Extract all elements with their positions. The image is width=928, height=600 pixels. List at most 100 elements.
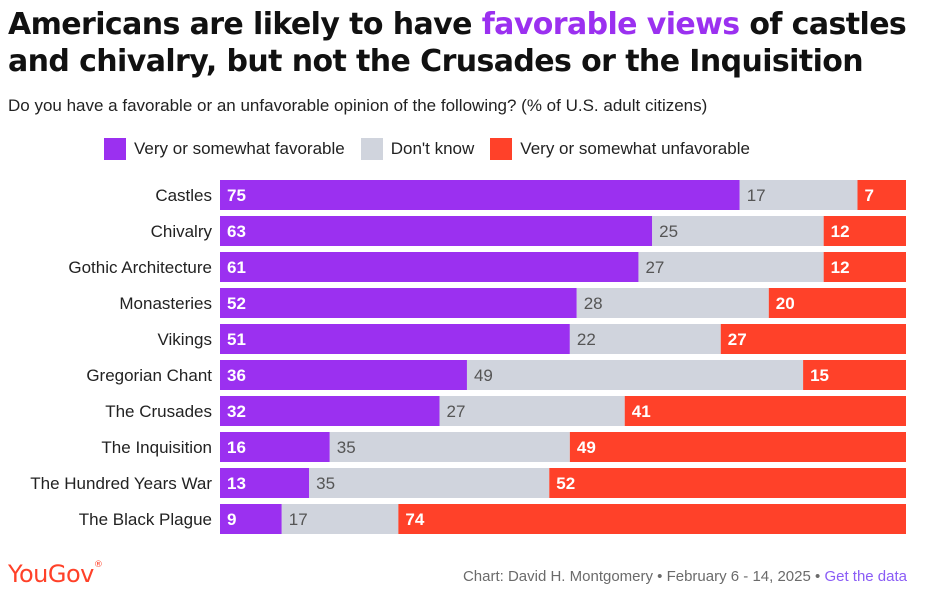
chart-title: Americans are likely to have favorable v… [8, 6, 920, 80]
legend-swatch-favorable [104, 138, 126, 160]
chart-subtitle: Do you have a favorable or an unfavorabl… [8, 96, 708, 115]
category-label: The Crusades [105, 402, 212, 421]
bar-segment-favorable [220, 324, 570, 354]
title-highlight: favorable views [481, 7, 740, 42]
data-label-unfavorable: 12 [831, 258, 850, 277]
bar-row: Chivalry 63 25 12 [151, 216, 906, 246]
bar-segment-unfavorable [549, 468, 906, 498]
bar-row: Gregorian Chant 36 49 15 [86, 360, 906, 390]
bar-segment-dontknow [309, 468, 550, 498]
category-label: Gothic Architecture [68, 258, 212, 277]
bar-segment-unfavorable [768, 288, 906, 318]
data-label-dontknow: 27 [645, 258, 664, 277]
bar-segment-favorable [220, 396, 440, 426]
bar-row: Vikings 51 22 27 [158, 324, 906, 354]
bar-segment-unfavorable [823, 252, 906, 282]
data-label-favorable: 13 [227, 474, 246, 493]
data-label-unfavorable: 15 [810, 366, 829, 385]
bar-segment-favorable [220, 468, 310, 498]
legend-item-favorable: Very or somewhat favorable [104, 138, 345, 160]
title-part-2: of castles and chivalry, but not the Cru… [8, 7, 907, 79]
bar-segment-dontknow [329, 432, 570, 462]
footer-credit: Chart: David H. Montgomery • February 6 … [462, 568, 825, 585]
data-label-favorable: 9 [227, 510, 236, 529]
data-label-unfavorable: 27 [728, 330, 747, 349]
data-label-unfavorable: 41 [632, 402, 651, 421]
bar-segment-dontknow [576, 288, 769, 318]
bar-segment-favorable [220, 288, 577, 318]
legend-label-dontknow: Don't know [390, 139, 475, 158]
category-label: The Hundred Years War [30, 474, 212, 493]
legend-item-dontknow: Don't know [360, 138, 475, 160]
bar-segment-unfavorable [624, 396, 906, 426]
data-label-favorable: 16 [227, 438, 246, 457]
data-label-favorable: 75 [227, 186, 246, 205]
data-label-favorable: 63 [227, 222, 246, 241]
stacked-bar-chart: Castles 75 17 7 Chivalry 63 25 12 Gothic Archite… [30, 180, 906, 534]
bar-segment-favorable [220, 252, 639, 282]
data-label-favorable: 36 [227, 366, 246, 385]
bar-segment-unfavorable [823, 216, 906, 246]
bar-row: The Black Plague 9 17 74 [79, 504, 906, 534]
data-label-favorable: 52 [227, 294, 246, 313]
bar-segment-dontknow [569, 324, 721, 354]
legend-swatch-dontknow [360, 138, 383, 160]
data-label-favorable: 32 [227, 402, 246, 421]
data-label-dontknow: 22 [577, 330, 596, 349]
bar-segment-dontknow [281, 504, 399, 534]
category-label: Castles [155, 186, 212, 205]
bar-segment-unfavorable [569, 432, 906, 462]
bar-row: Castles 75 17 7 [155, 180, 906, 210]
bar-segment-favorable [220, 432, 330, 462]
bar-segment-unfavorable [803, 360, 906, 390]
data-label-unfavorable: 12 [831, 222, 850, 241]
data-label-unfavorable: 7 [864, 186, 873, 205]
data-label-unfavorable: 49 [577, 438, 596, 457]
yougov-logo: YouGov® [8, 560, 103, 588]
bar-segment-dontknow [466, 360, 804, 390]
data-label-dontknow: 49 [474, 366, 493, 385]
bar-segment-favorable [220, 360, 467, 390]
bar-segment-unfavorable [720, 324, 906, 354]
bar-segment-favorable [220, 216, 653, 246]
data-label-dontknow: 35 [337, 438, 356, 457]
legend-label-favorable: Very or somewhat favorable [134, 139, 345, 158]
category-label: The Inquisition [101, 438, 212, 457]
legend-item-unfavorable: Very or somewhat unfavorable [490, 138, 750, 160]
data-label-dontknow: 17 [747, 186, 766, 205]
bar-segment-dontknow [439, 396, 625, 426]
category-label: Monasteries [119, 294, 212, 313]
legend-label-unfavorable: Very or somewhat unfavorable [520, 139, 750, 158]
bar-row: The Hundred Years War 13 35 52 [30, 468, 906, 498]
legend-swatch-unfavorable [490, 138, 513, 160]
bar-row: The Crusades 32 27 41 [105, 396, 906, 426]
data-label-unfavorable: 74 [405, 510, 424, 529]
title-part-1: Americans are likely to have [8, 7, 482, 42]
bar-segment-dontknow [652, 216, 824, 246]
data-label-unfavorable: 20 [776, 294, 795, 313]
bar-segment-unfavorable [398, 504, 906, 534]
data-label-dontknow: 25 [659, 222, 678, 241]
bar-row: The Inquisition 16 35 49 [101, 432, 906, 462]
chart-footer: Chart: David H. Montgomery • February 6 … [463, 568, 907, 585]
get-the-data-link[interactable]: Get the data [824, 568, 907, 585]
data-label-favorable: 51 [227, 330, 246, 349]
category-label: Chivalry [151, 222, 213, 241]
bar-segment-unfavorable [857, 180, 906, 210]
bar-row: Gothic Architecture 61 27 12 [68, 252, 906, 282]
data-label-unfavorable: 52 [556, 474, 575, 493]
logo-text: YouGov [8, 560, 94, 588]
data-label-dontknow: 28 [584, 294, 603, 313]
bar-row: Monasteries 52 28 20 [119, 288, 906, 318]
chart-legend: Very or somewhat favorable Don't know Ve… [104, 138, 766, 160]
category-label: The Black Plague [79, 510, 212, 529]
data-label-dontknow: 27 [447, 402, 466, 421]
bar-segment-dontknow [638, 252, 824, 282]
bar-segment-favorable [220, 180, 740, 210]
bar-segment-dontknow [739, 180, 858, 210]
category-label: Vikings [158, 330, 213, 349]
data-label-dontknow: 17 [289, 510, 308, 529]
data-label-dontknow: 35 [316, 474, 335, 493]
logo-registered-mark: ® [93, 560, 103, 570]
category-label: Gregorian Chant [86, 366, 212, 385]
